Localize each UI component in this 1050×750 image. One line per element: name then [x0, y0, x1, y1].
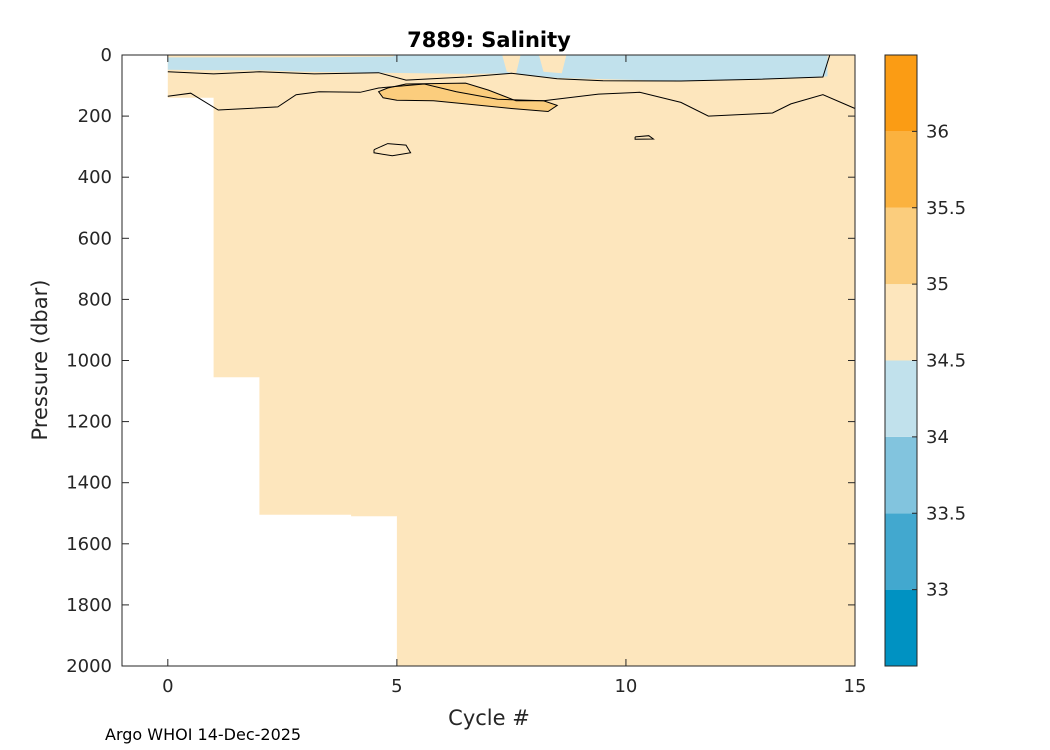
x-tick-label: 0 — [162, 676, 173, 697]
contour-lens-300 — [373, 143, 412, 157]
colorbar-tick-label: 33.5 — [926, 503, 966, 524]
contour-35-core — [377, 82, 559, 113]
x-tick-label: 15 — [844, 676, 867, 697]
colorbar-tick-label: 35 — [926, 274, 949, 295]
y-tick-label: 2000 — [66, 656, 112, 677]
y-tick-label: 1200 — [66, 412, 112, 433]
y-tick-label: 200 — [78, 106, 112, 127]
plot-area — [122, 54, 856, 666]
y-tick-label: 1600 — [66, 534, 112, 555]
region-fresh-surface-layer — [167, 55, 828, 81]
region-salty-subsurface-core — [378, 83, 558, 112]
y-tick-label: 1800 — [66, 595, 112, 616]
colorbar-tick-label: 35.5 — [926, 198, 966, 219]
salinity-field-34p5-35 — [167, 55, 856, 666]
contour-34p5-upper — [167, 54, 831, 82]
colorbar-tick-label: 34 — [926, 427, 949, 448]
y-tick-label: 800 — [78, 289, 112, 310]
colorbar-segment — [885, 55, 917, 132]
colorbar-segment — [885, 207, 917, 285]
x-axis-label: Cycle # — [448, 706, 530, 730]
colorbar-segment — [885, 513, 917, 590]
colorbar: 33 33.5 34 34.5 35 35.5 36 — [884, 54, 966, 667]
colorbar-segment — [885, 436, 917, 514]
colorbar-tick-label: 33 — [926, 580, 949, 601]
footer-credit: Argo WHOI 14-Dec-2025 — [105, 725, 302, 744]
colorbar-tick-label: 34.5 — [926, 351, 966, 372]
y-tick-label: 1000 — [66, 351, 112, 372]
y-axis-label: Pressure (dbar) — [28, 280, 52, 441]
y-tick-label: 400 — [78, 167, 112, 188]
colorbar-segment — [885, 589, 917, 666]
colorbar-tick-label: 36 — [926, 121, 949, 142]
x-tick-label: 5 — [391, 676, 402, 697]
colorbar-segment — [885, 131, 917, 208]
contour-lens-270 — [634, 135, 655, 140]
y-tick-label: 0 — [101, 45, 112, 66]
colorbar-segment — [885, 284, 917, 361]
chart-title: 7889: Salinity — [407, 28, 571, 52]
x-tick-label: 10 — [614, 676, 637, 697]
axes: 0 5 10 15 0 200 400 600 800 1000 1200 1400 1600 1800 2… — [66, 45, 866, 697]
y-tick-label: 600 — [78, 228, 112, 249]
contour-34p5-base — [167, 83, 856, 117]
colorbar-segment — [885, 360, 917, 437]
y-tick-label: 1400 — [66, 473, 112, 494]
